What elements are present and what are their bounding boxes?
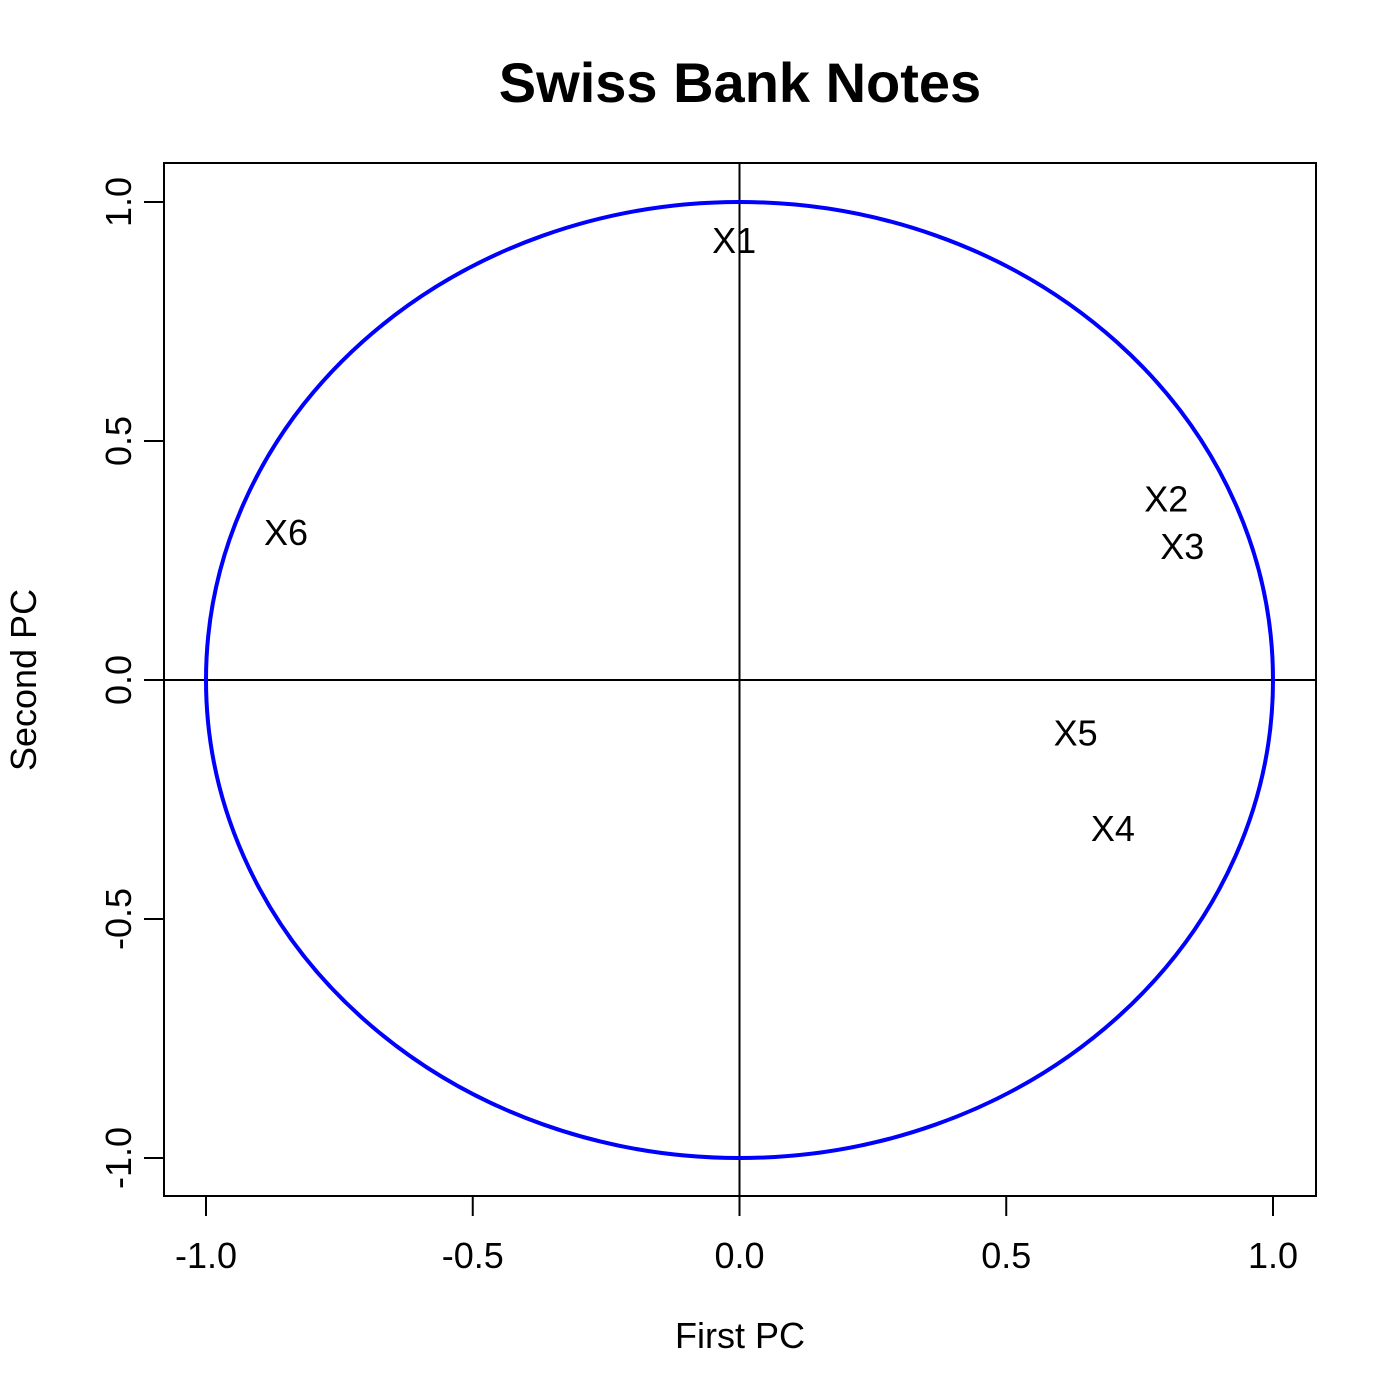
x-tick-label: 0.5 <box>981 1235 1031 1276</box>
point-label-x4: X4 <box>1091 808 1135 849</box>
y-axis-label: Second PC <box>3 589 44 771</box>
x-tick-label: 0.0 <box>714 1235 764 1276</box>
point-label-x1: X1 <box>712 220 756 261</box>
point-labels: X1 X2 X3 X4 X5 X6 <box>264 220 1204 849</box>
x-tick-label: 1.0 <box>1248 1235 1298 1276</box>
y-tick-label: 0.5 <box>98 416 139 466</box>
point-label-x3: X3 <box>1160 526 1204 567</box>
unit-circle <box>204 200 1275 1160</box>
x-tick-label: -1.0 <box>175 1235 237 1276</box>
y-tick-label: -1.0 <box>98 1127 139 1189</box>
y-axis: -1.0 -0.5 0.0 0.5 1.0 <box>98 177 165 1189</box>
y-tick-label: 1.0 <box>98 177 139 227</box>
x-tick-label: -0.5 <box>442 1235 504 1276</box>
point-label-x5: X5 <box>1054 713 1098 754</box>
chart-title: Swiss Bank Notes <box>499 51 981 114</box>
x-axis-label: First PC <box>675 1315 805 1356</box>
plot-area <box>163 162 1317 1197</box>
point-label-x2: X2 <box>1144 478 1188 519</box>
y-tick-label: -0.5 <box>98 888 139 950</box>
y-tick-label: 0.0 <box>98 655 139 705</box>
point-label-x6: X6 <box>264 512 308 553</box>
x-axis: -1.0 -0.5 0.0 0.5 1.0 <box>175 1195 1298 1276</box>
